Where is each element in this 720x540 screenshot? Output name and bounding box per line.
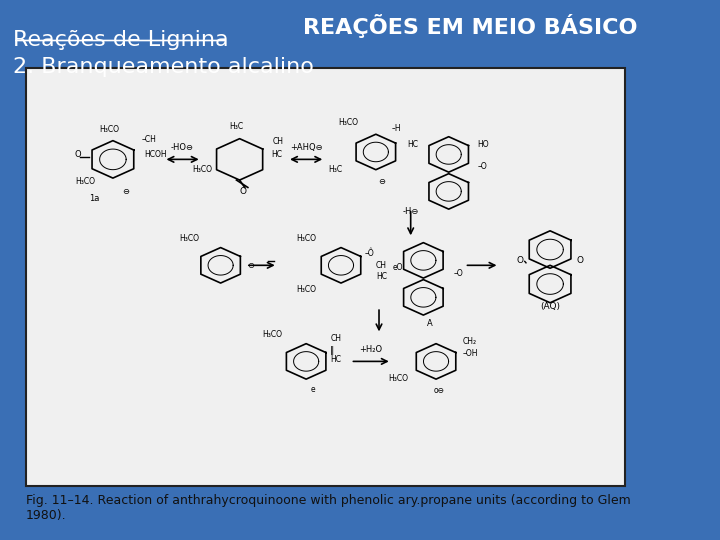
Text: H₃CO: H₃CO — [389, 374, 408, 383]
Text: –Ô: –Ô — [365, 249, 375, 259]
Text: HC: HC — [271, 150, 282, 159]
Text: +H₂O: +H₂O — [359, 345, 382, 354]
Text: O: O — [516, 256, 523, 265]
Text: H₃CO: H₃CO — [75, 177, 95, 186]
Text: O: O — [577, 256, 584, 265]
Text: ‖: ‖ — [330, 346, 335, 355]
Text: eO: eO — [393, 263, 403, 272]
Text: -HO⊖: -HO⊖ — [171, 143, 194, 152]
Text: CH: CH — [330, 334, 341, 343]
Text: -H⊖: -H⊖ — [402, 207, 419, 216]
Text: CH: CH — [376, 261, 387, 270]
Text: 2. Branqueamento alcalino: 2. Branqueamento alcalino — [13, 57, 314, 77]
Text: Fig. 11–14. Reaction of anthrahycroquinoone with phenolic ary.propane units (acc: Fig. 11–14. Reaction of anthrahycroquino… — [26, 494, 631, 522]
FancyBboxPatch shape — [26, 68, 625, 486]
Text: ⊖: ⊖ — [379, 177, 386, 186]
Text: H₃CO: H₃CO — [338, 118, 358, 127]
Text: CH: CH — [273, 137, 284, 146]
Text: HCOH: HCOH — [145, 150, 167, 159]
Text: H₃CO: H₃CO — [192, 165, 212, 174]
Text: A: A — [427, 319, 433, 328]
Text: CH₂: CH₂ — [463, 337, 477, 346]
Text: REAÇÕES EM MEIO BÁSICO: REAÇÕES EM MEIO BÁSICO — [303, 14, 638, 37]
Text: ⊖: ⊖ — [122, 187, 129, 196]
Text: HC: HC — [376, 272, 387, 281]
Text: H₃CO: H₃CO — [262, 330, 282, 339]
Text: H₃CO: H₃CO — [100, 125, 120, 134]
Text: –CH: –CH — [141, 135, 156, 144]
Text: –O: –O — [454, 269, 464, 278]
Text: O: O — [239, 187, 246, 196]
Text: –OH: –OH — [463, 349, 478, 359]
Text: H₃C: H₃C — [230, 122, 243, 131]
Text: –O: –O — [477, 162, 487, 171]
Text: +AHQ⊖: +AHQ⊖ — [290, 143, 323, 152]
Text: 1a: 1a — [89, 194, 99, 203]
Text: –H: –H — [392, 124, 401, 133]
Text: (AQ): (AQ) — [540, 302, 560, 310]
Text: HC: HC — [330, 355, 341, 364]
Text: H₃CO: H₃CO — [297, 286, 317, 294]
Text: HC: HC — [408, 140, 418, 149]
Text: H₃CO: H₃CO — [179, 234, 199, 242]
Text: H₃CO: H₃CO — [297, 234, 317, 242]
Text: O: O — [75, 150, 81, 159]
Text: H₃C: H₃C — [328, 165, 343, 174]
Text: o⊖: o⊖ — [433, 387, 445, 395]
Text: Reações de Lignina: Reações de Lignina — [13, 30, 229, 50]
Text: ⊖: ⊖ — [247, 261, 254, 270]
Text: e: e — [310, 385, 315, 394]
Text: HO: HO — [477, 140, 489, 149]
